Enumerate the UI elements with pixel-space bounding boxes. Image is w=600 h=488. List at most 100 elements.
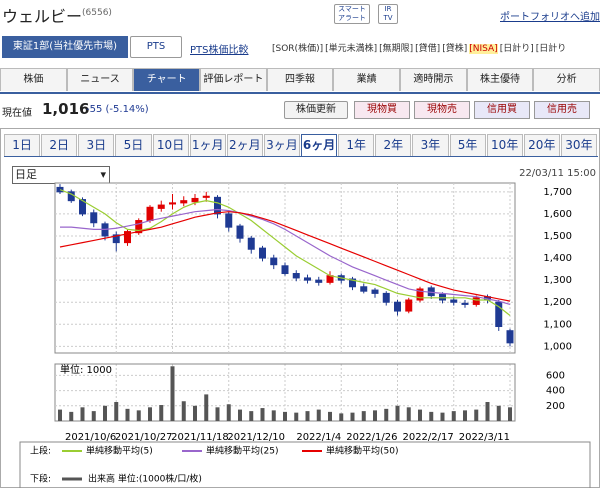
nav-tab[interactable]: 評価レポート	[200, 68, 267, 91]
y-tick-label: 1,500	[543, 231, 572, 242]
period-tab[interactable]: 20年	[523, 134, 560, 156]
candle-body	[461, 302, 469, 305]
period-tab[interactable]: 5日	[115, 134, 152, 156]
tag[interactable]: [貸借]	[415, 44, 441, 54]
period-tab[interactable]: 3ヶ月	[263, 134, 300, 156]
candle-body	[146, 206, 154, 222]
trade-button[interactable]: 信用売	[534, 101, 590, 119]
volume-bar	[260, 408, 265, 421]
y-tick-label: 1,600	[543, 209, 572, 220]
ma-line	[60, 208, 511, 306]
volume-bar	[328, 411, 332, 421]
period-tab[interactable]: 30年	[560, 134, 597, 156]
nav-tab[interactable]: 分析	[533, 68, 600, 91]
nav-tab[interactable]: 業績	[333, 68, 400, 91]
volume-bar	[215, 407, 220, 421]
refresh-button[interactable]: 株価更新	[284, 101, 348, 119]
nav-tab[interactable]: 株価	[0, 68, 67, 91]
y-tick-label: 600	[546, 370, 565, 381]
period-tab[interactable]: 1ヶ月	[189, 134, 226, 156]
tag[interactable]: [SOR(株価)]	[272, 44, 324, 54]
candle-body	[225, 213, 233, 228]
volume-bar	[181, 401, 186, 421]
market-pts[interactable]: PTS	[130, 36, 182, 58]
legend-label: 単純移動平均(25)	[206, 445, 278, 457]
period-tab[interactable]: 5年	[449, 134, 486, 156]
volume-bar	[249, 411, 254, 421]
candle-body	[472, 297, 480, 305]
y-tick-label: 1,000	[543, 341, 572, 352]
candle-body	[371, 289, 379, 294]
volume-bar	[474, 409, 479, 421]
period-tab[interactable]: 10年	[486, 134, 523, 156]
x-tick-label: 2022/3/11	[459, 432, 510, 443]
candle-body	[169, 202, 176, 205]
trade-button[interactable]: 現物売	[414, 101, 470, 119]
trade-button[interactable]: 現物買	[354, 101, 410, 119]
volume-bar	[339, 413, 344, 421]
candle-body	[259, 247, 266, 259]
y-tick-label: 1,100	[543, 319, 572, 330]
period-tab[interactable]: 3年	[412, 134, 449, 156]
legend-label: 出来高 単位:(1000株/口/枚)	[88, 473, 202, 485]
candle-body	[247, 237, 255, 250]
tag[interactable]: [無期限]	[379, 44, 414, 54]
alert-button[interactable]: スマート アラート	[334, 4, 370, 24]
x-tick-label: 2021/10/27	[115, 432, 173, 443]
volume-bar	[159, 405, 164, 421]
volume-bar	[395, 405, 400, 421]
nav-tab[interactable]: ニュース	[66, 68, 134, 91]
price-change: -55 (-5.14%)	[86, 104, 149, 115]
candle-body	[292, 273, 300, 279]
y-tick-label: 1,400	[543, 253, 572, 264]
candle-body	[304, 277, 311, 281]
price-value: 1,016	[42, 100, 90, 118]
y-tick-label: 1,200	[543, 297, 572, 308]
candle-body	[236, 225, 244, 239]
volume-bar	[440, 412, 445, 421]
nav-tab[interactable]: 株主優待	[466, 68, 534, 91]
pts-compare[interactable]: PTS株価比較	[190, 45, 249, 56]
volume-bar	[373, 410, 377, 421]
candle-body	[450, 299, 458, 303]
volume-bar	[136, 410, 141, 421]
candle-body	[124, 231, 131, 244]
tag[interactable]: [単元未満株]	[325, 44, 378, 54]
period-tab[interactable]: 3日	[78, 134, 115, 156]
volume-bar	[496, 405, 501, 421]
x-tick-label: 2021/11/18	[171, 432, 229, 443]
y-tick-label: 1,300	[543, 275, 572, 286]
trade-button[interactable]: 信用買	[474, 101, 530, 119]
tag-list: [SOR(株価)] [単元未満株] [無期限] [貸借] [貸株] [NISA] [日計り]…	[272, 41, 568, 54]
tag[interactable]: [NISA]	[469, 44, 498, 54]
market-main[interactable]: 東証1部(当社優先市場)	[2, 36, 128, 58]
tag[interactable]: [日計り]	[499, 44, 534, 54]
period-tab[interactable]: 2年	[375, 134, 412, 156]
period-tab[interactable]: 10日	[152, 134, 189, 156]
candle-body	[281, 265, 289, 275]
trade-buttons: 現物買 現物売 信用買 信用売	[354, 101, 594, 119]
volume-bar	[238, 409, 242, 421]
period-tab[interactable]: 6ヶ月	[301, 134, 338, 156]
volume-bar	[271, 410, 276, 421]
irtv-button[interactable]: IR TV	[378, 4, 398, 24]
legend-box	[19, 441, 591, 488]
y-tick-label: 400	[546, 386, 565, 397]
volume-bar	[204, 394, 209, 421]
nav-tab[interactable]: チャート	[133, 68, 200, 91]
tag[interactable]: [日計り	[535, 44, 567, 54]
nav-tab[interactable]: 四季報	[266, 68, 334, 91]
portfolio-link[interactable]: ポートフォリオへ追加	[500, 12, 600, 23]
volume-bar	[429, 411, 434, 421]
candle-body	[202, 195, 210, 198]
nav-tab[interactable]: 適時開示	[400, 68, 467, 91]
tag[interactable]: [貸株]	[442, 44, 468, 54]
volume-bar	[226, 404, 231, 421]
period-tab[interactable]: 1日	[4, 134, 41, 156]
candle-body	[315, 279, 323, 283]
period-tab[interactable]: 1年	[338, 134, 375, 156]
period-tab[interactable]: 2日	[41, 134, 78, 156]
candle-body	[382, 292, 390, 303]
period-tab[interactable]: 2ヶ月	[226, 134, 263, 156]
volume-bar	[463, 410, 467, 421]
